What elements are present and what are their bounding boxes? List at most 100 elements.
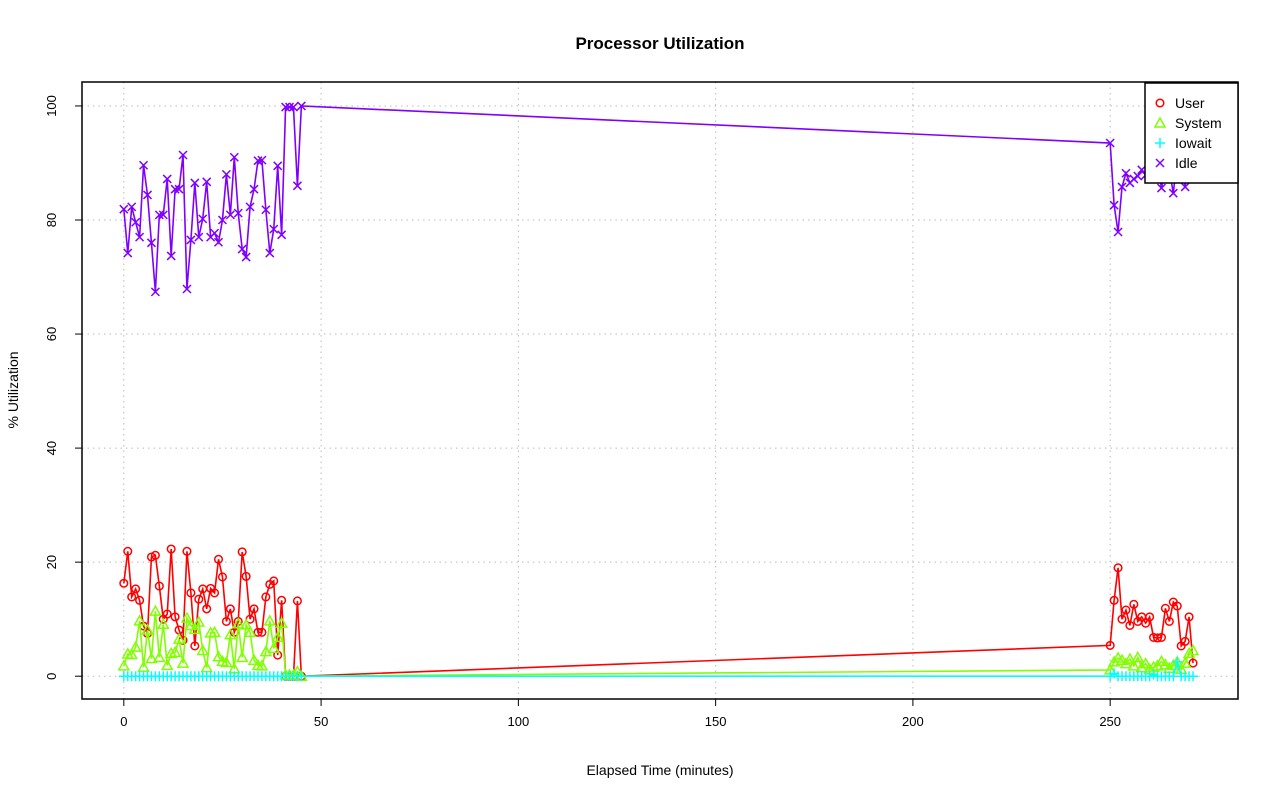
x-axis-label: Elapsed Time (minutes) [586, 762, 733, 778]
data-point-user [135, 595, 145, 605]
data-point-idle [217, 215, 227, 225]
data-point-idle [154, 210, 164, 220]
data-point-system [275, 616, 288, 628]
data-point-user [1164, 616, 1174, 626]
data-point-system [1131, 650, 1145, 663]
data-point-idle [281, 102, 291, 112]
data-point-user [150, 550, 160, 560]
data-point-idle [146, 238, 156, 248]
data-point-user [221, 616, 231, 626]
data-point-idle [150, 287, 160, 297]
data-point-iowait [296, 671, 307, 682]
series-iowait [118, 656, 1199, 682]
data-point-user [1105, 640, 1115, 650]
data-point-idle [277, 230, 287, 240]
data-point-user [257, 627, 267, 637]
legend-user-icon [1155, 98, 1165, 108]
data-point-user [1125, 620, 1135, 630]
data-point-idle [249, 184, 259, 194]
data-point-system [1186, 643, 1200, 656]
data-point-idle [245, 202, 255, 212]
data-point-user [1188, 658, 1198, 668]
legend-iowait-icon [1155, 138, 1165, 148]
data-point-system [180, 611, 194, 623]
data-point-idle [123, 248, 133, 258]
data-point-idle [202, 177, 212, 187]
data-point-system [263, 614, 277, 626]
data-point-user [1180, 636, 1190, 646]
data-point-user [1184, 612, 1194, 622]
data-point-user [186, 588, 196, 598]
data-point-system [267, 641, 281, 653]
data-point-user [1121, 605, 1131, 615]
data-point-system [255, 659, 269, 671]
data-point-system [247, 653, 261, 665]
data-point-system [188, 622, 202, 635]
data-point-user [217, 572, 228, 582]
data-point-system [157, 617, 170, 630]
data-point-system [231, 617, 245, 629]
data-point-system [184, 618, 198, 631]
data-point-idle [1105, 138, 1115, 148]
data-point-user [1156, 632, 1167, 642]
y-axis-label: % Utilization [5, 351, 21, 428]
data-point-idle [186, 235, 196, 245]
data-point-user [202, 604, 212, 614]
data-point-idle [288, 102, 299, 112]
data-point-idle [269, 224, 279, 234]
data-point-user [1172, 601, 1182, 611]
data-point-idle [1121, 168, 1131, 178]
data-point-user [241, 571, 251, 581]
data-point-system [160, 658, 174, 671]
data-point-system [172, 632, 186, 644]
y-tick-label: 60 [44, 327, 59, 341]
data-point-user [261, 592, 271, 602]
data-point-user [249, 604, 259, 614]
data-point-system [1127, 659, 1141, 671]
data-point-user [170, 612, 180, 622]
data-point-idle [225, 210, 235, 220]
data-point-system [125, 647, 138, 660]
legend-label-idle: Idle [1175, 155, 1198, 171]
data-point-user [131, 584, 141, 594]
data-point-user [1141, 618, 1151, 628]
data-point-system [239, 618, 253, 630]
data-point-idle [273, 161, 283, 171]
y-tick-label: 0 [44, 673, 59, 680]
legend-label-iowait: Iowait [1175, 135, 1212, 151]
x-tick-label: 200 [902, 714, 924, 729]
data-point-idle [233, 208, 243, 218]
data-point-idle [296, 101, 306, 111]
data-point-system [271, 630, 284, 643]
legend: User System Iowait Idle [1144, 82, 1239, 184]
data-point-user [277, 595, 287, 605]
data-point-idle [170, 184, 180, 194]
y-tick-label: 20 [44, 555, 59, 569]
data-point-idle [166, 251, 176, 261]
data-point-user [123, 546, 133, 556]
data-point-system [1139, 657, 1152, 669]
data-point-idle [1168, 188, 1178, 198]
data-point-user [225, 604, 235, 614]
series-system [117, 604, 1200, 681]
series-layer [117, 101, 1200, 682]
data-point-user [190, 641, 200, 651]
data-point-idle [213, 237, 224, 247]
x-tick-label: 150 [705, 714, 727, 729]
data-point-idle [241, 252, 251, 262]
data-point-system [192, 615, 206, 627]
data-point-user [210, 588, 220, 598]
plot-frame [81, 81, 1239, 700]
data-point-idle [1109, 200, 1119, 210]
data-point-user [1129, 599, 1139, 609]
data-point-user [1160, 603, 1170, 613]
data-point-system [235, 650, 249, 663]
data-point-idle [261, 205, 271, 215]
data-point-iowait [1188, 671, 1199, 682]
data-point-system [176, 656, 190, 668]
data-point-idle [237, 244, 247, 254]
legend-idle-icon [1155, 158, 1165, 168]
series-line-user [123, 548, 1194, 678]
series-line-idle [123, 105, 1194, 292]
data-point-idle [1133, 171, 1143, 181]
